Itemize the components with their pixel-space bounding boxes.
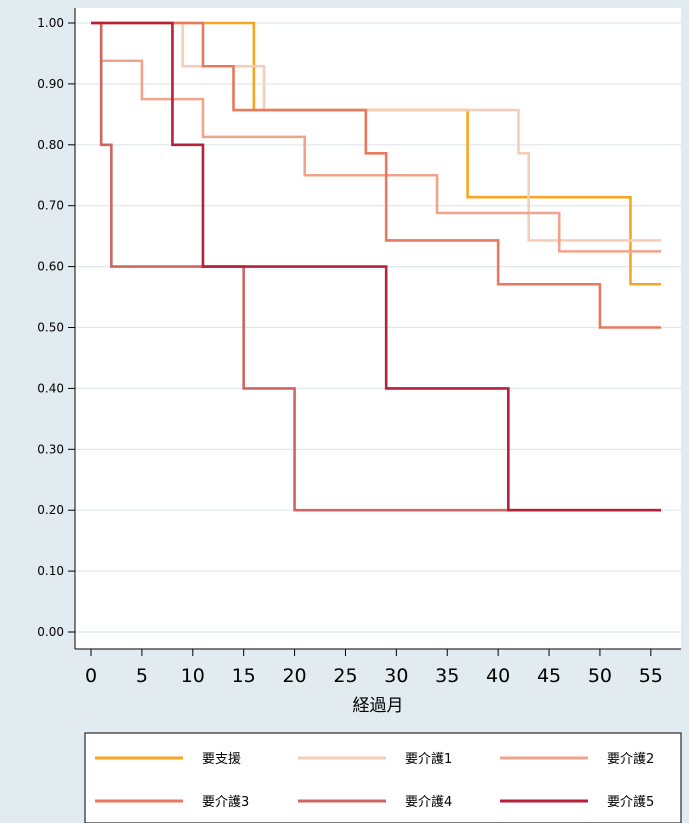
legend-label: 要介護4 (405, 794, 452, 810)
x-tick-label: 35 (435, 665, 459, 687)
series-line-4 (91, 21, 661, 329)
x-tick-label: 50 (588, 665, 612, 687)
legend-label: 要介護1 (405, 751, 452, 767)
legend-label: 要支援 (202, 752, 241, 767)
x-tick-label: 10 (181, 665, 205, 687)
x-tick-label: 40 (486, 665, 510, 687)
y-tick-label: 1.00 (37, 16, 64, 30)
y-tick-label: 0.90 (37, 77, 64, 91)
series-lines (91, 21, 661, 512)
y-tick-label: 0.60 (37, 260, 64, 274)
y-tick-label: 0.20 (37, 503, 64, 517)
x-tick-label: 20 (282, 665, 306, 687)
legend-box (84, 732, 682, 823)
x-tick-label: 15 (232, 665, 256, 687)
x-tick-label: 0 (85, 665, 97, 687)
y-tick-label: 0.70 (37, 199, 64, 213)
x-tick-label: 25 (333, 665, 357, 687)
y-tick-label: 0.80 (37, 138, 64, 152)
y-tick-label: 0.50 (37, 321, 64, 335)
legend-label: 要介護5 (607, 794, 654, 810)
axes (74, 8, 681, 650)
x-axis-title: 経過月 (353, 696, 404, 716)
series-line-1 (91, 21, 661, 286)
x-tick-label: 55 (639, 665, 663, 687)
y-tick-label: 0.00 (37, 625, 64, 639)
x-tick-label: 5 (136, 665, 148, 687)
plot-area (75, 8, 681, 649)
series-line-6 (91, 21, 661, 512)
series-line-3 (91, 21, 661, 253)
x-tick-label: 45 (537, 665, 561, 687)
series-line-5 (91, 21, 661, 512)
legend: 要支援 要介護1 要介護2 要介護3 要介護4 要介護5 (84, 732, 682, 823)
y-tick-label: 0.40 (37, 381, 64, 395)
y-ticks: 0.00 0.10 0.20 0.30 0.40 0.50 0.60 0.70 0.80 0.90… (37, 16, 75, 639)
y-tick-label: 0.10 (37, 564, 64, 578)
legend-items: 要支援 要介護1 要介護2 要介護3 要介護4 要介護5 (95, 751, 654, 810)
series-line-2 (91, 21, 661, 242)
legend-label: 要介護3 (202, 794, 249, 810)
x-tick-label: 30 (384, 665, 408, 687)
y-tick-label: 0.30 (37, 442, 64, 456)
x-ticks: 0 5 10 15 20 25 30 35 40 45 50 55 (85, 649, 663, 687)
legend-label: 要介護2 (607, 751, 654, 767)
